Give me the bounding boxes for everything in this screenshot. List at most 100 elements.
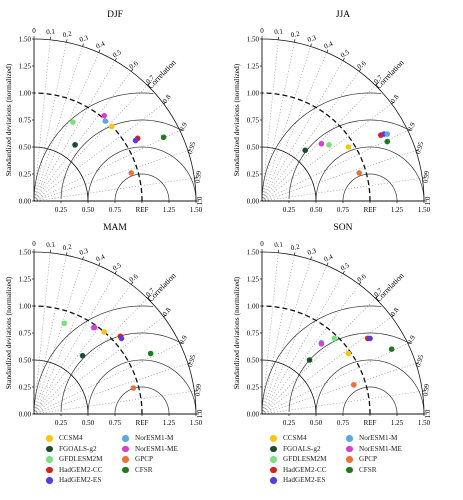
rms-contour bbox=[60, 332, 179, 412]
x-tick-label: 1.50 bbox=[190, 206, 203, 214]
x-tick-label: 0.75 bbox=[109, 206, 122, 214]
correlation-line bbox=[261, 390, 423, 415]
x-tick-label: 0.25 bbox=[283, 206, 296, 214]
correlation-tick-label: 0.4 bbox=[323, 40, 335, 51]
correlation-line bbox=[261, 130, 408, 202]
y-tick-label: 1.00 bbox=[19, 303, 32, 311]
panel-title: JJA bbox=[336, 10, 350, 20]
data-point-gfdlesm2m bbox=[61, 320, 68, 327]
rms-contour bbox=[342, 386, 398, 415]
std-dev-arc bbox=[261, 251, 425, 415]
correlation-tick bbox=[342, 270, 345, 274]
y-tick-label: 0.50 bbox=[247, 357, 260, 365]
rms-contour bbox=[342, 173, 398, 202]
y-axis-label: Standardized deviations (normalized) bbox=[4, 276, 13, 389]
correlation-tick-label: 0.95 bbox=[414, 353, 426, 368]
correlation-line bbox=[33, 39, 51, 202]
correlation-line bbox=[261, 259, 311, 415]
y-tick-label: 0.00 bbox=[247, 411, 260, 419]
correlation-tick-label: 0.5 bbox=[111, 261, 123, 273]
correlation-tick bbox=[415, 149, 419, 151]
legend-label: NorESM1-ME bbox=[135, 444, 178, 453]
legend-label: GFDLESM2M bbox=[283, 455, 327, 463]
legend-item-ccsm4: CCSM4 bbox=[270, 433, 440, 444]
legend-swatch bbox=[270, 456, 277, 463]
panel-title: SON bbox=[333, 223, 352, 233]
y-tick-label: 0.75 bbox=[19, 117, 32, 125]
data-point-noresm1-m bbox=[384, 131, 391, 137]
rms-contour bbox=[33, 305, 154, 412]
y-tick-label: 0.25 bbox=[19, 384, 32, 392]
data-point-fgoals-g2 bbox=[79, 352, 86, 359]
correlation-line bbox=[33, 150, 188, 202]
data-point-gfdlesm2m bbox=[331, 335, 338, 342]
y-tick-label: 1.25 bbox=[19, 276, 32, 284]
legend-item-fgoals-g2: FGOALS-g2 bbox=[270, 444, 440, 455]
std-dev-arc bbox=[33, 38, 197, 202]
correlation-tick-label: 0.3 bbox=[78, 247, 89, 257]
y-tick-label: 0.25 bbox=[247, 171, 260, 179]
legend-column-left: CCSM4 FGOALS-g2 GFDLESM2M HadGEM2-CC Had… bbox=[46, 433, 216, 486]
legend-item-noresm1-m: NorESM1-M bbox=[346, 433, 463, 444]
correlation-line bbox=[33, 46, 83, 202]
correlation-tick-label: 0.6 bbox=[356, 272, 368, 284]
correlation-line bbox=[33, 42, 67, 202]
rms-contour bbox=[288, 332, 407, 412]
correlation-line bbox=[261, 298, 376, 415]
legend-swatch bbox=[346, 445, 353, 452]
rms-contour bbox=[288, 119, 407, 199]
correlation-tick bbox=[147, 295, 150, 299]
correlation-tick bbox=[375, 295, 378, 299]
correlation-tick bbox=[66, 252, 68, 256]
correlation-tick-label: 0.8 bbox=[389, 306, 401, 318]
correlation-tick bbox=[358, 281, 362, 285]
taylor-panel-djf: 0.25 0.50 0.75 REF 1.25 1.500.000.250.500.751… bbox=[4, 10, 204, 214]
correlation-tick bbox=[163, 101, 167, 105]
rms-contour bbox=[261, 305, 382, 412]
correlation-tick-label: 0.2 bbox=[290, 30, 301, 40]
x-tick-label: 0.50 bbox=[310, 419, 323, 427]
correlation-line bbox=[33, 363, 188, 415]
legend-label: CCSM4 bbox=[59, 434, 83, 442]
correlation-tick bbox=[147, 82, 150, 86]
correlation-tick-label: 0 bbox=[260, 27, 264, 35]
legend-swatch bbox=[346, 435, 353, 442]
correlation-tick bbox=[407, 128, 411, 131]
data-point-cfsr bbox=[160, 134, 167, 141]
y-tick-label: 0.75 bbox=[247, 117, 260, 125]
correlation-tick-label: 0.6 bbox=[128, 59, 140, 71]
correlation-tick bbox=[130, 68, 134, 72]
correlation-tick-label: 0.4 bbox=[95, 253, 107, 264]
correlation-tick bbox=[82, 43, 84, 47]
legend-item-noresm1-me: NorESM1-ME bbox=[346, 444, 463, 455]
correlation-tick bbox=[114, 270, 117, 274]
correlation-tick-label: 0.8 bbox=[389, 93, 401, 105]
x-tick-label: 1.50 bbox=[190, 419, 203, 427]
rms-contour bbox=[60, 119, 179, 199]
legend-swatch bbox=[346, 456, 353, 463]
correlation-tick-label: 1.0 bbox=[424, 409, 432, 418]
legend-item-gpcp: GPCP bbox=[346, 454, 463, 465]
y-axis-label: Standardized deviations (normalized) bbox=[232, 63, 241, 176]
legend-item-hadgem2-es: HadGEM2-ES bbox=[46, 475, 216, 486]
correlation-tick-label: 0.3 bbox=[78, 34, 89, 44]
legend-item-noresm1-me: NorESM1-ME bbox=[122, 444, 292, 455]
correlation-tick-label: 0.8 bbox=[161, 93, 173, 105]
data-point-gpcp bbox=[356, 170, 363, 176]
correlation-tick bbox=[358, 68, 362, 72]
y-tick-label: 0.50 bbox=[247, 144, 260, 152]
correlation-tick bbox=[375, 82, 378, 86]
correlation-tick-label: 0.95 bbox=[186, 353, 198, 368]
y-tick-label: 0.25 bbox=[19, 171, 32, 179]
legend-item-gfdlesm2m: GFDLESM2M bbox=[270, 454, 440, 465]
legend-item-hadgem2-cc: HadGEM2-CC bbox=[270, 465, 440, 476]
correlation-tick-label: 0 bbox=[32, 27, 36, 35]
legend-swatch bbox=[46, 456, 53, 463]
correlation-tick bbox=[82, 256, 84, 260]
legend-swatch bbox=[346, 466, 353, 473]
correlation-tick-label: 0.1 bbox=[274, 240, 284, 249]
correlation-tick-label: 0.6 bbox=[128, 272, 140, 284]
correlation-tick bbox=[391, 101, 395, 105]
y-tick-label: 1.25 bbox=[247, 276, 260, 284]
y-tick-label: 1.25 bbox=[247, 63, 260, 71]
